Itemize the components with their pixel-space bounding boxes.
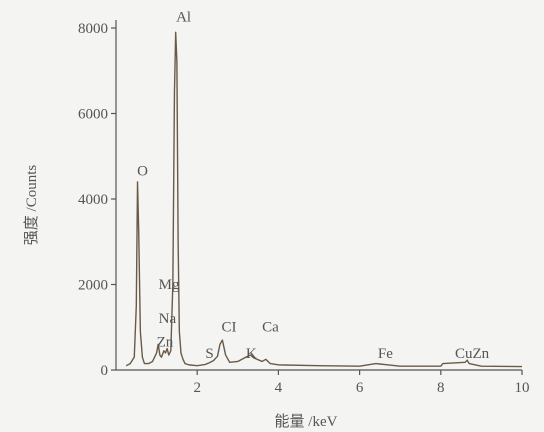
spectrum-line bbox=[125, 31, 523, 368]
tick-labels: 0 2000 4000 6000 8000 2 4 6 8 10 bbox=[78, 21, 530, 396]
peak-label: Na bbox=[159, 311, 177, 327]
peak-label: CI bbox=[222, 320, 237, 336]
peak-label: K bbox=[246, 346, 257, 362]
x-tick-label: 4 bbox=[275, 380, 283, 396]
peak-label: S bbox=[205, 346, 213, 362]
y-axis-label: 强度 /Counts bbox=[23, 165, 40, 246]
axes bbox=[111, 20, 523, 375]
x-tick-label: 8 bbox=[437, 380, 445, 396]
x-axis-label: 能量 /keV bbox=[275, 413, 338, 430]
peak-labels: Al O Mg Na Zn CI Ca S K Fe CuZn bbox=[137, 10, 490, 362]
peak-label: Ca bbox=[262, 320, 279, 336]
peak-label: CuZn bbox=[455, 346, 490, 362]
x-tick-label: 10 bbox=[515, 380, 530, 396]
x-tick-label: 6 bbox=[356, 380, 364, 396]
y-tick-label: 2000 bbox=[78, 278, 108, 294]
y-tick-label: 6000 bbox=[78, 107, 108, 123]
y-tick-label: 0 bbox=[101, 363, 109, 379]
x-tick-label: 2 bbox=[193, 380, 201, 396]
peak-label: Fe bbox=[378, 346, 393, 362]
peak-label: Al bbox=[176, 10, 191, 26]
peak-label: Zn bbox=[157, 334, 174, 350]
y-tick-label: 8000 bbox=[78, 21, 108, 37]
y-tick-label: 4000 bbox=[78, 192, 108, 208]
peak-label: O bbox=[137, 163, 148, 179]
peak-label: Mg bbox=[159, 277, 180, 293]
